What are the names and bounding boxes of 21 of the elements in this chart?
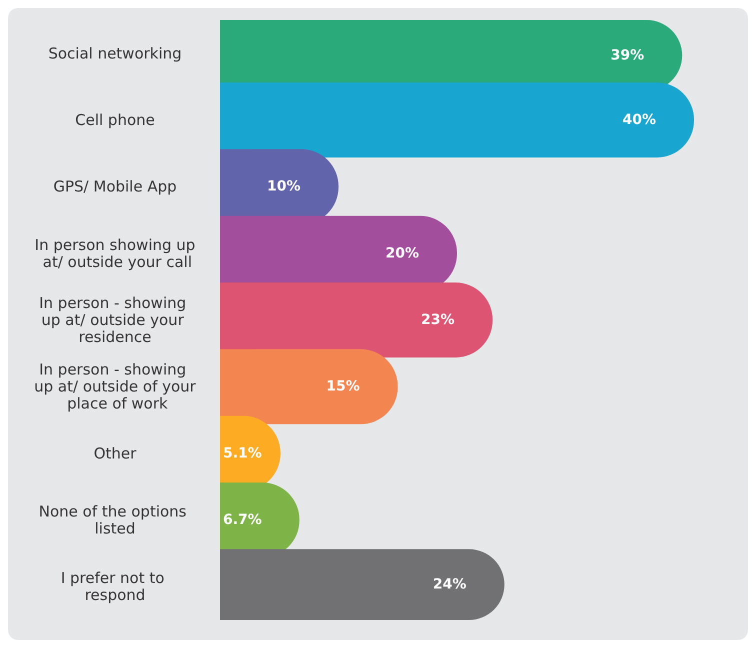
bar [220, 282, 493, 358]
bar [220, 349, 398, 424]
data-label: 5.1% [223, 445, 262, 462]
data-label: 10% [266, 178, 300, 195]
y-tick-label: Cell phone [75, 111, 155, 129]
y-tick-label: I prefer not to respond [60, 569, 170, 604]
data-label: 40% [622, 112, 656, 128]
data-label: 15% [326, 378, 360, 395]
data-label: 24% [432, 576, 466, 593]
y-tick-label: GPS/ Mobile App [53, 178, 177, 196]
y-tick-label: In person - showing up at/ outside your residence [39, 294, 191, 346]
data-label: 20% [385, 245, 419, 262]
y-tick-label: In person showing up at/ outside your call [34, 236, 196, 271]
data-label: 39% [610, 47, 644, 64]
data-label: 23% [421, 312, 455, 328]
bar [220, 82, 694, 158]
y-tick-label: Social networking [48, 44, 182, 62]
data-label: 6.7% [223, 512, 262, 528]
y-tick-label: Other [94, 444, 138, 462]
y-tick-label: None of the options listed [38, 502, 192, 538]
y-tick-label: In person - showing up at/ outside of your place of work [34, 360, 197, 413]
